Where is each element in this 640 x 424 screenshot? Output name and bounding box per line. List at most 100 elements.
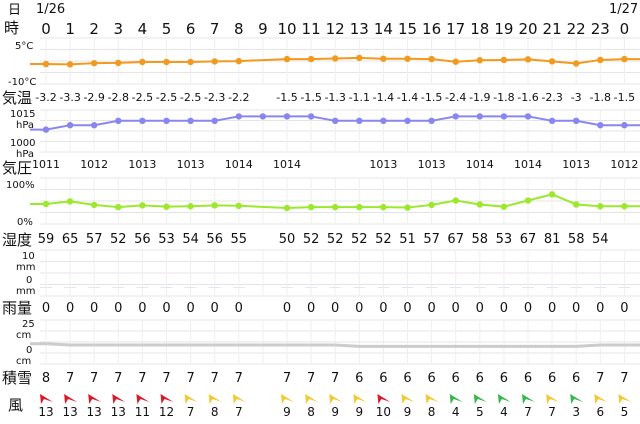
humidity-value: 56 bbox=[134, 232, 151, 247]
temperature-value: -2.9 bbox=[83, 91, 104, 104]
wind-arrow-icon bbox=[497, 394, 511, 404]
pressure-value: 1011 bbox=[32, 158, 60, 171]
end-date: 1/27 bbox=[609, 2, 639, 17]
snow-value: 7 bbox=[186, 371, 194, 386]
humidity-value: 81 bbox=[544, 232, 561, 247]
temperature-point bbox=[573, 60, 580, 67]
temperature-point bbox=[187, 58, 194, 66]
temperature-value: -3 bbox=[571, 91, 582, 104]
rain-bar bbox=[425, 287, 438, 288]
humidity-point bbox=[42, 200, 50, 208]
pressure-value: 1014 bbox=[273, 158, 301, 171]
rain-axis-bottom: 0 bbox=[26, 275, 33, 286]
snow-value: 7 bbox=[331, 371, 339, 386]
temperature-value: -1.5 bbox=[421, 91, 442, 104]
temperature-point bbox=[428, 55, 435, 63]
pressure-label: 気圧 bbox=[2, 159, 33, 177]
wind-speed-value: 8 bbox=[428, 405, 436, 419]
rain-bar bbox=[377, 287, 390, 288]
humidity-value: 55 bbox=[231, 232, 248, 247]
snow-value: 7 bbox=[66, 371, 74, 386]
humidity-value: 52 bbox=[327, 232, 344, 247]
start-date: 1/26 bbox=[36, 2, 66, 17]
humidity-value: 54 bbox=[182, 232, 199, 247]
wind-speed-value: 9 bbox=[283, 405, 291, 419]
rain-bar bbox=[136, 287, 149, 288]
wind-speed-value: 5 bbox=[621, 405, 629, 419]
pressure-point bbox=[259, 113, 267, 120]
snow-value: 7 bbox=[235, 371, 243, 386]
wind-arrow-icon bbox=[184, 394, 198, 404]
hour-tick-label: 13 bbox=[350, 20, 369, 38]
temperature-point bbox=[283, 55, 291, 63]
snow-value: 6 bbox=[524, 371, 532, 386]
temp-label: 気温 bbox=[2, 89, 33, 107]
humidity-value: 58 bbox=[568, 232, 585, 247]
wind-arrow-icon bbox=[232, 394, 246, 404]
rain-bar bbox=[546, 287, 559, 288]
rain-value: 0 bbox=[186, 301, 194, 316]
humidity-point bbox=[283, 204, 291, 212]
rain-value: 0 bbox=[548, 301, 556, 316]
humidity-value: 59 bbox=[38, 232, 55, 247]
pressure-value: 1013 bbox=[128, 158, 156, 171]
pressure-point bbox=[597, 122, 604, 129]
temperature-value: -2.3 bbox=[204, 91, 225, 104]
rain-axis-bottom-unit: mm bbox=[16, 286, 36, 297]
temperature-point bbox=[91, 59, 98, 67]
humidity-line bbox=[30, 193, 640, 210]
wind-arrow-icon bbox=[353, 394, 367, 404]
snow-value: 7 bbox=[114, 371, 122, 386]
humidity-label: 湿度 bbox=[2, 231, 33, 249]
wind-arrow-icon bbox=[449, 394, 463, 404]
rain-bar bbox=[329, 287, 342, 288]
rain-value: 0 bbox=[162, 301, 170, 316]
wind-speed-value: 7 bbox=[235, 405, 243, 419]
humidity-point bbox=[573, 201, 580, 208]
temperature-value: -2.4 bbox=[445, 91, 466, 104]
temperature-value: -3.2 bbox=[35, 91, 56, 104]
pressure-point bbox=[404, 117, 411, 125]
wind-arrow-icon bbox=[88, 394, 102, 404]
wind-arrow-icon bbox=[305, 394, 319, 404]
rain-bar bbox=[40, 287, 52, 288]
wind-speed-value: 9 bbox=[404, 405, 412, 419]
rain-bar bbox=[570, 287, 583, 288]
hour-tick-label: 11 bbox=[302, 20, 321, 38]
rain-value: 0 bbox=[379, 301, 387, 316]
snow-value: 6 bbox=[403, 371, 411, 386]
wind-speed-value: 7 bbox=[524, 405, 532, 419]
rain-value: 0 bbox=[452, 301, 460, 316]
humidity-point bbox=[307, 203, 315, 211]
hour-tick-label: 0 bbox=[41, 20, 51, 38]
humidity-value: 52 bbox=[303, 232, 320, 247]
temperature-value: -1.4 bbox=[373, 91, 394, 104]
rain-bar bbox=[618, 287, 631, 288]
humidity-point bbox=[115, 203, 122, 211]
wind-arrow-icon bbox=[136, 394, 150, 404]
humidity-point bbox=[66, 198, 74, 205]
rain-bar bbox=[281, 287, 293, 288]
temperature-point bbox=[548, 58, 556, 65]
wind-speed-value: 3 bbox=[572, 405, 580, 419]
pressure-value: 1014 bbox=[225, 158, 253, 171]
wind-arrow-icon bbox=[40, 394, 53, 404]
rain-value: 0 bbox=[355, 301, 363, 316]
rain-bar bbox=[184, 287, 197, 288]
pres-axis-top: 1015 bbox=[10, 109, 36, 120]
humidity-value: 51 bbox=[399, 232, 416, 247]
snow-value: 6 bbox=[548, 371, 556, 386]
temperature-point bbox=[163, 58, 170, 66]
wind-speed-value: 11 bbox=[135, 405, 150, 419]
humidity-value: 53 bbox=[496, 232, 513, 247]
temperature-value: -3.3 bbox=[59, 91, 80, 104]
pressure-point bbox=[356, 117, 363, 125]
temperature-value: -1.5 bbox=[614, 91, 635, 104]
temperature-point bbox=[500, 56, 508, 64]
rain-value: 0 bbox=[42, 301, 50, 316]
pressure-point bbox=[332, 117, 339, 125]
hour-tick-label: 15 bbox=[398, 20, 417, 38]
temperature-point bbox=[524, 56, 532, 63]
temperature-value: -2.2 bbox=[228, 91, 249, 104]
rain-value: 0 bbox=[211, 301, 219, 316]
